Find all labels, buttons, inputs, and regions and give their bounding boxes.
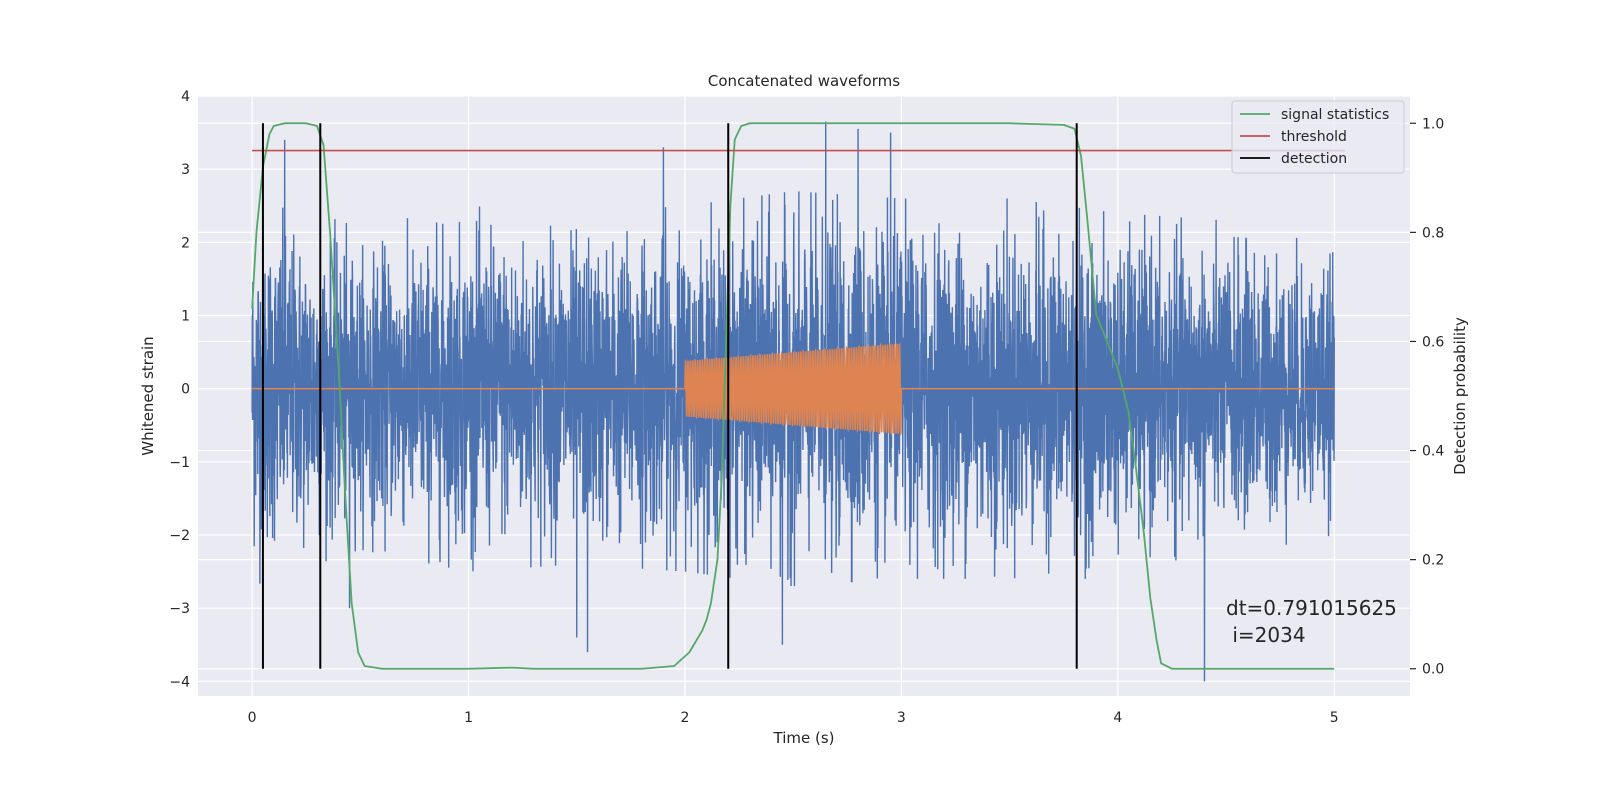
- y-axis-label: Whitened strain: [139, 336, 157, 455]
- detection-series: [261, 123, 1078, 669]
- right-y-axis-label: Detection probability: [1451, 317, 1469, 475]
- legend: signal statistics threshold detection: [1231, 100, 1405, 174]
- signal-statistics-series: [251, 122, 1335, 670]
- annotation-index: i=2034: [1226, 623, 1306, 647]
- right-y-tick-label: 0.0: [1422, 662, 1444, 678]
- right-y-tick-label: 0.2: [1422, 553, 1444, 569]
- y-tick-label: 0: [181, 382, 190, 398]
- y-tick-label: −4: [169, 674, 190, 690]
- legend-label-signal-statistics: signal statistics: [1281, 107, 1389, 123]
- legend-box: [1231, 100, 1405, 174]
- y-tick-label: −1: [169, 455, 190, 471]
- y-tick-labels: −4 −3 −2 −1 0 1 2 3 4: [169, 89, 190, 690]
- right-y-tick-labels: 0.0 0.2 0.4 0.6 0.8 1.0: [1410, 116, 1444, 678]
- whitened-strain-series: [251, 121, 1335, 682]
- x-tick-label: 4: [1113, 710, 1122, 726]
- y-tick-label: 2: [181, 235, 190, 251]
- x-tick-label: 3: [897, 710, 906, 726]
- right-y-tick-label: 1.0: [1422, 116, 1444, 132]
- y-tick-label: −3: [169, 601, 190, 617]
- right-y-tick-label: 0.4: [1422, 444, 1444, 460]
- right-y-tick-label: 0.6: [1422, 334, 1444, 350]
- annotation-dt: dt=0.791015625: [1226, 596, 1397, 620]
- x-tick-label: 2: [681, 710, 690, 726]
- signal-statistics-line: [251, 122, 1335, 670]
- x-tick-label: 1: [464, 710, 473, 726]
- injected-waveform-series: [252, 341, 1335, 437]
- x-axis-label: Time (s): [773, 729, 835, 747]
- x-tick-labels: 0 1 2 3 4 5: [248, 710, 1339, 726]
- x-tick-label: 5: [1330, 710, 1339, 726]
- y-tick-label: −2: [169, 528, 190, 544]
- y-tick-label: 1: [181, 309, 190, 325]
- chart-title: Concatenated waveforms: [708, 72, 900, 90]
- right-y-tick-label: 0.8: [1422, 225, 1444, 241]
- legend-label-detection: detection: [1281, 151, 1347, 167]
- y-tick-label: 3: [181, 162, 190, 178]
- legend-label-threshold: threshold: [1281, 129, 1347, 145]
- x-tick-label: 0: [248, 710, 257, 726]
- whitened-strain-line: [251, 121, 1335, 682]
- injected-waveform-line: [252, 341, 1335, 437]
- y-tick-label: 4: [181, 89, 190, 105]
